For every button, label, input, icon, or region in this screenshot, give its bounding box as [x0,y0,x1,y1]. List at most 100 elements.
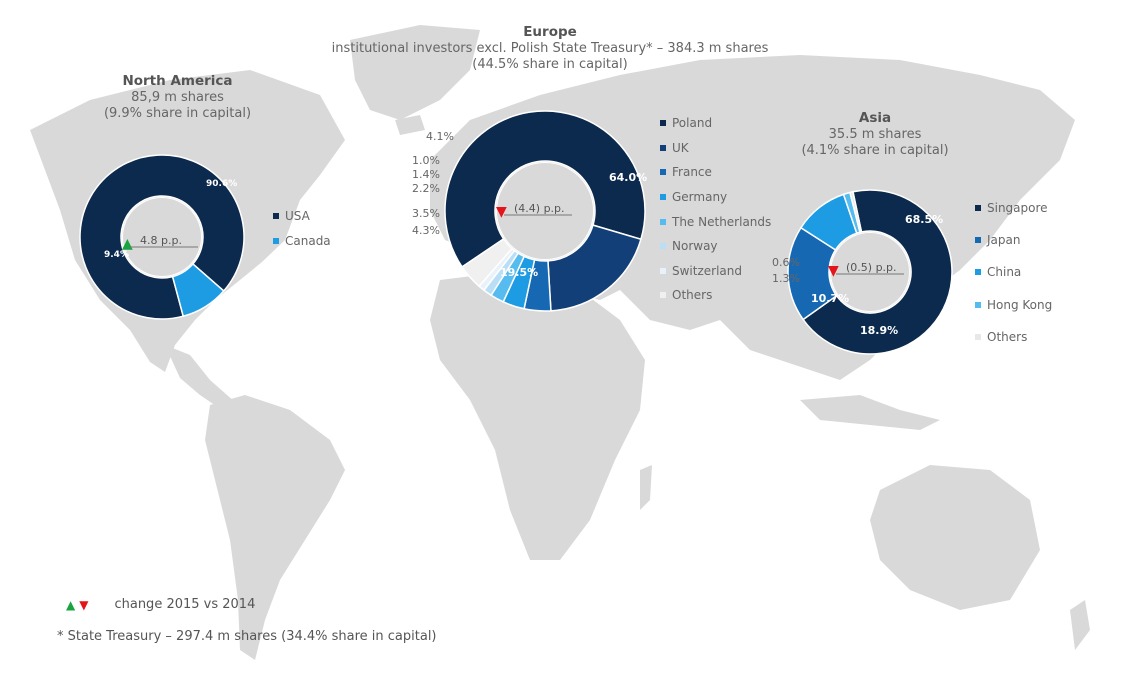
europe-subtitle: institutional investors excl. Polish Sta… [331,41,769,56]
legend-swatch [273,213,279,220]
legend-item-norway: Norway [660,234,771,259]
change-note: ▲ ▼ change 2015 vs 2014 [66,597,255,612]
legend-swatch [975,269,981,276]
donut-asia: 68.5% 18.9% 10.7% 1.3% 0.6% ▼ (0.5) p.p. [772,189,953,355]
legend-item-uk: UK [660,136,771,161]
legend-swatch [660,218,666,225]
slice-usa [79,154,245,320]
north-america-capital: (9.9% share in capital) [103,106,252,121]
north-america-title: North America 85,9 m shares (9.9% share … [70,73,285,122]
legend-label: China [987,265,1022,280]
legend-label: France [672,165,712,180]
change-note-text: change 2015 vs 2014 [114,597,256,612]
asia-capital: (4.1% share in capital) [801,143,949,158]
up-arrow-icon: ▲ [66,597,76,612]
slice-canada [171,262,225,318]
legend-item-canada: Canada [273,229,331,254]
data-label: 1.3% [772,272,800,285]
legend-item-others: Others [660,283,771,308]
data-label: 1.0% [412,154,440,167]
legend-swatch [975,205,981,212]
data-label: 3.5% [412,207,440,220]
legend-label: Hong Kong [987,297,1053,312]
down-arrow-icon: ▼ [79,597,89,612]
europe-legend: Poland UK France Germany The Netherlands Norw… [660,111,771,308]
legend-item-germany: Germany [660,185,771,210]
change-value: 4.8 p.p. [140,234,182,247]
data-label: 64.0% [609,171,647,184]
asia-region: Asia [858,110,892,126]
legend-label: Switzerland [672,263,742,278]
legend-label: USA [285,209,310,224]
slice-singapore [802,189,953,355]
new-zealand-shape [1070,600,1090,650]
data-label: 10.7% [811,292,849,305]
legend-item-others: Others [975,321,1052,353]
north-america-shares: 85,9 m shares [131,90,224,105]
legend-item-singapore: Singapore [975,192,1052,224]
donut-hole-map [831,233,909,311]
legend-swatch [975,333,981,340]
asia-title: Asia 35.5 m shares (4.1% share in capita… [775,110,975,159]
greenland-shape [350,25,480,120]
slice-others [461,237,514,288]
legend-item-japan: Japan [975,224,1052,256]
legend-swatch [975,237,981,244]
legend-swatch [660,169,666,176]
legend-swatch [660,120,666,127]
donut-hole-map [123,198,201,276]
legend-label: Germany [672,190,728,205]
legend-label: Poland [672,116,713,131]
data-label: 19.5% [500,266,538,279]
legend-swatch [660,243,666,250]
legend-label: Japan [987,233,1021,248]
data-label: 2.2% [412,182,440,195]
slice-poland [444,110,646,268]
europe-region: Europe [523,24,577,40]
legend-swatch [660,292,666,299]
donut-hole-map [497,163,593,259]
donut-north-america: 90.6% 9.4%▲ 4.8 p.p. [79,154,245,320]
data-label: 0.6% [772,256,800,269]
down-arrow-icon: ▼ [828,263,839,279]
change-value: (4.4) p.p. [514,202,565,215]
legend-label: Canada [285,233,331,248]
legend-item-hong-kong: Hong Kong [975,289,1052,321]
legend-label: Norway [672,239,718,254]
legend-label: Others [672,288,713,303]
donut-europe: 64.0% 19.5% 4.3% 3.5% 2.2%1.4%1.0% 4.1% ▼ (4.4)… [412,110,647,312]
legend-swatch [273,237,279,244]
europe-capital: (44.5% share in capital) [472,57,628,72]
up-arrow-icon: ▲ [122,236,133,252]
legend-label: Others [987,329,1028,344]
down-arrow-icon: ▼ [496,204,507,220]
australia-shape [870,465,1040,610]
legend-swatch [975,301,981,308]
data-label: 68.5% [905,213,943,226]
data-label: 1.4% [412,168,440,181]
africa-shape [430,270,645,560]
legend-item-poland: Poland [660,111,771,136]
south-america-shape [205,395,345,660]
japan-shape [955,200,985,260]
change-value: (0.5) p.p. [846,261,897,274]
legend-item-france: France [660,160,771,185]
legend-item-the-netherlands: The Netherlands [660,209,771,234]
iceland-shape [395,115,425,135]
legend-label: UK [672,140,689,155]
data-label: 9.4% [104,250,129,260]
legend-label: The Netherlands [672,214,772,229]
legend-item-china: China [975,256,1052,288]
legend-swatch [660,144,666,151]
indonesia-shape [800,395,940,430]
data-label: 18.9% [860,324,898,337]
data-label: 90.6% [206,179,237,189]
legend-label: Singapore [987,201,1048,216]
data-label: 4.1% [426,130,454,143]
north-america-legend: USA Canada [273,204,331,253]
north-america-region: North America [122,73,233,89]
legend-item-usa: USA [273,204,331,229]
madagascar-shape [640,465,652,510]
data-label: 4.3% [412,224,440,237]
